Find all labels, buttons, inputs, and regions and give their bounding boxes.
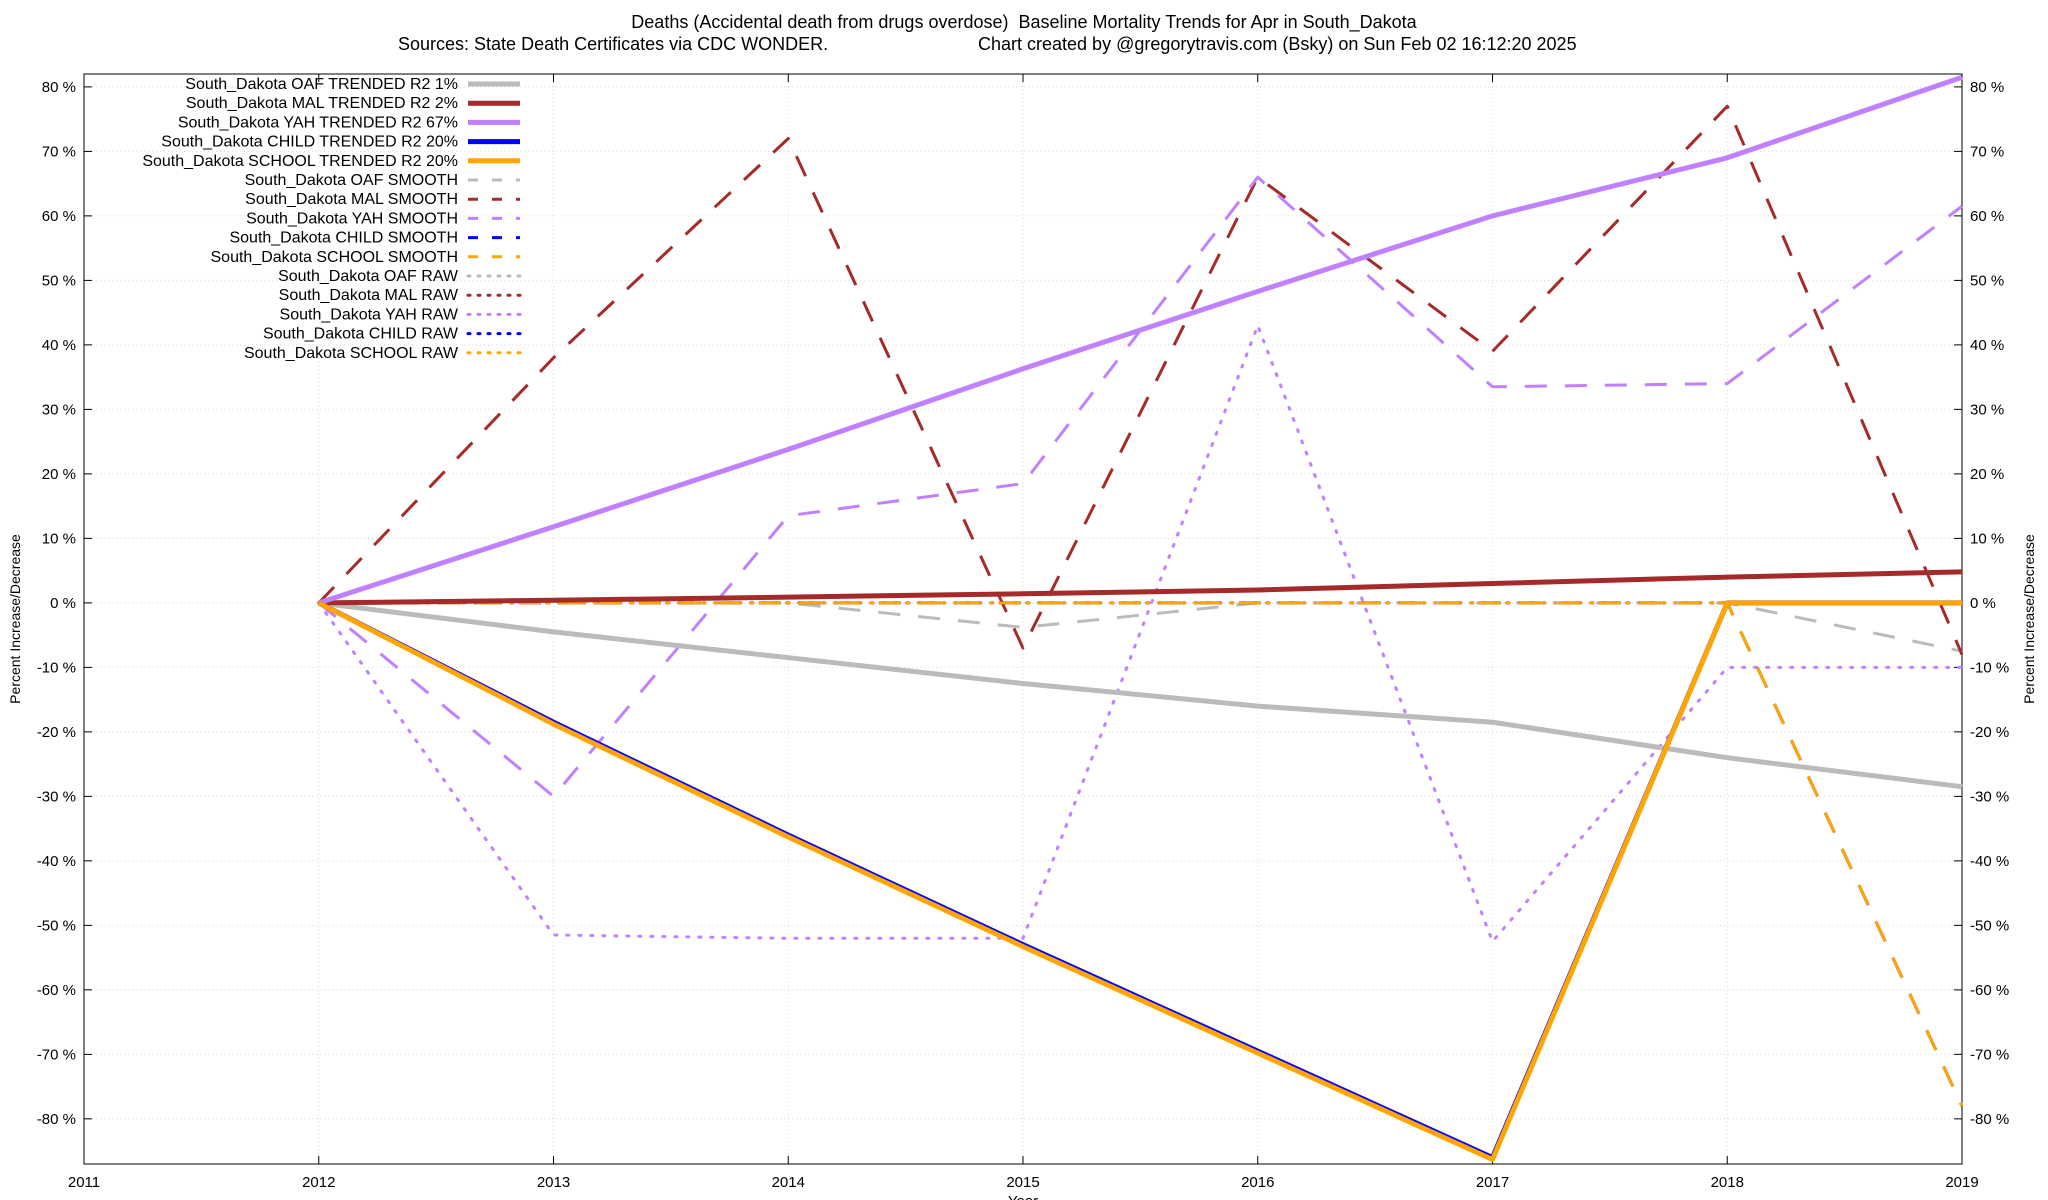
- x-tick-label: 2015: [1006, 1174, 1039, 1191]
- series-line-6: [317, 104, 1964, 656]
- x-tick-label: 2018: [1711, 1174, 1744, 1191]
- legend-label-12: South_Dakota YAH RAW: [280, 306, 459, 323]
- legend-label-13: South_Dakota CHILD RAW: [263, 326, 459, 343]
- y-tick-label-left: 70 %: [42, 143, 76, 160]
- y-tick-label-left: 30 %: [42, 401, 76, 418]
- y-tick-label-left: -30 %: [37, 788, 76, 805]
- y-tick-label-right: 40 %: [1970, 337, 2004, 354]
- x-tick-label: 2014: [772, 1174, 805, 1191]
- y-tick-label-right: -50 %: [1970, 917, 2009, 934]
- x-tick-label: 2019: [1945, 1174, 1978, 1191]
- series-line-8: [318, 601, 1964, 1107]
- y-tick-label-left: 60 %: [42, 208, 76, 225]
- legend-label-11: South_Dakota MAL RAW: [279, 287, 459, 304]
- legend-label-4: South_Dakota SCHOOL TRENDED R2 20%: [142, 153, 458, 170]
- y-tick-label-right: -10 %: [1970, 659, 2009, 676]
- y-tick-label-left: 40 %: [42, 337, 76, 354]
- chart-subtitle-right: Chart created by @gregorytravis.com (Bsk…: [978, 34, 1577, 54]
- y-tick-label-right: -60 %: [1970, 982, 2009, 999]
- y-tick-label-left: -10 %: [37, 659, 76, 676]
- y-tick-label-right: 0 %: [1970, 595, 1996, 612]
- y-tick-label-right: -20 %: [1970, 724, 2009, 741]
- x-tick-label: 2016: [1241, 1174, 1274, 1191]
- legend-label-14: South_Dakota SCHOOL RAW: [244, 345, 459, 362]
- x-tick-label: 2012: [302, 1174, 335, 1191]
- legend-label-6: South_Dakota MAL SMOOTH: [245, 191, 458, 208]
- y-tick-label-left: -20 %: [37, 724, 76, 741]
- y-tick-label-right: -70 %: [1970, 1046, 2009, 1063]
- series-line-0: [318, 600, 1963, 790]
- y-tick-label-left: 80 %: [42, 79, 76, 96]
- y-tick-label-right: 20 %: [1970, 466, 2004, 483]
- y-tick-label-left: 50 %: [42, 272, 76, 289]
- legend-label-10: South_Dakota OAF RAW: [278, 268, 459, 285]
- series-line-3: [317, 600, 1962, 1161]
- series-line-2: [318, 74, 1963, 606]
- y-tick-label-left: -50 %: [37, 917, 76, 934]
- x-tick-label: 2017: [1476, 1174, 1509, 1191]
- y-tick-label-left: -70 %: [37, 1046, 76, 1063]
- legend-label-5: South_Dakota OAF SMOOTH: [245, 172, 458, 189]
- y-tick-label-left: -60 %: [37, 982, 76, 999]
- y-tick-label-left: 10 %: [42, 530, 76, 547]
- y-tick-label-right: -80 %: [1970, 1111, 2009, 1128]
- legend-label-8: South_Dakota CHILD SMOOTH: [229, 230, 458, 247]
- y-tick-label-left: 0 %: [50, 595, 76, 612]
- y-tick-label-right: -40 %: [1970, 853, 2009, 870]
- y-tick-label-right: 50 %: [1970, 272, 2004, 289]
- legend-label-9: South_Dakota SCHOOL SMOOTH: [211, 249, 459, 266]
- legend-label-0: South_Dakota OAF TRENDED R2 1%: [185, 76, 458, 93]
- series-line-12: [317, 324, 1964, 943]
- x-tick-label: 2011: [68, 1174, 100, 1191]
- series-line-1: [318, 569, 1963, 606]
- y-axis-label-right: Percent Increase/Decrease: [2021, 534, 2037, 704]
- y-tick-label-left: -40 %: [37, 853, 76, 870]
- chart-title: Deaths (Accidental death from drugs over…: [631, 12, 1417, 32]
- series-line-9: [318, 601, 1964, 1107]
- legend-label-3: South_Dakota CHILD TRENDED R2 20%: [161, 134, 458, 151]
- y-tick-label-right: 80 %: [1970, 79, 2004, 96]
- y-tick-label-left: -80 %: [37, 1111, 76, 1128]
- legend-label-7: South_Dakota YAH SMOOTH: [246, 210, 458, 227]
- chart-subtitle-left: Sources: State Death Certificates via CD…: [398, 34, 829, 54]
- y-tick-label-right: 70 %: [1970, 143, 2004, 160]
- series-line-7: [317, 175, 1963, 798]
- series-line-4: [317, 600, 1962, 1162]
- legend-label-1: South_Dakota MAL TRENDED R2 2%: [186, 95, 458, 112]
- x-tick-label: 2013: [537, 1174, 570, 1191]
- y-tick-label-right: 60 %: [1970, 208, 2004, 225]
- y-tick-label-right: 30 %: [1970, 401, 2004, 418]
- y-tick-label-right: 10 %: [1970, 530, 2004, 547]
- y-tick-label-right: -30 %: [1970, 788, 2009, 805]
- legend-label-2: South_Dakota YAH TRENDED R2 67%: [178, 114, 458, 131]
- y-axis-label-left: Percent Increase/Decrease: [7, 534, 23, 704]
- x-axis-label: Year: [1008, 1193, 1038, 1200]
- y-tick-label-left: 20 %: [42, 466, 76, 483]
- chart-subtitle: Sources: State Death Certificates via CD…: [0, 34, 2048, 56]
- plot-frame: [83, 73, 1963, 1165]
